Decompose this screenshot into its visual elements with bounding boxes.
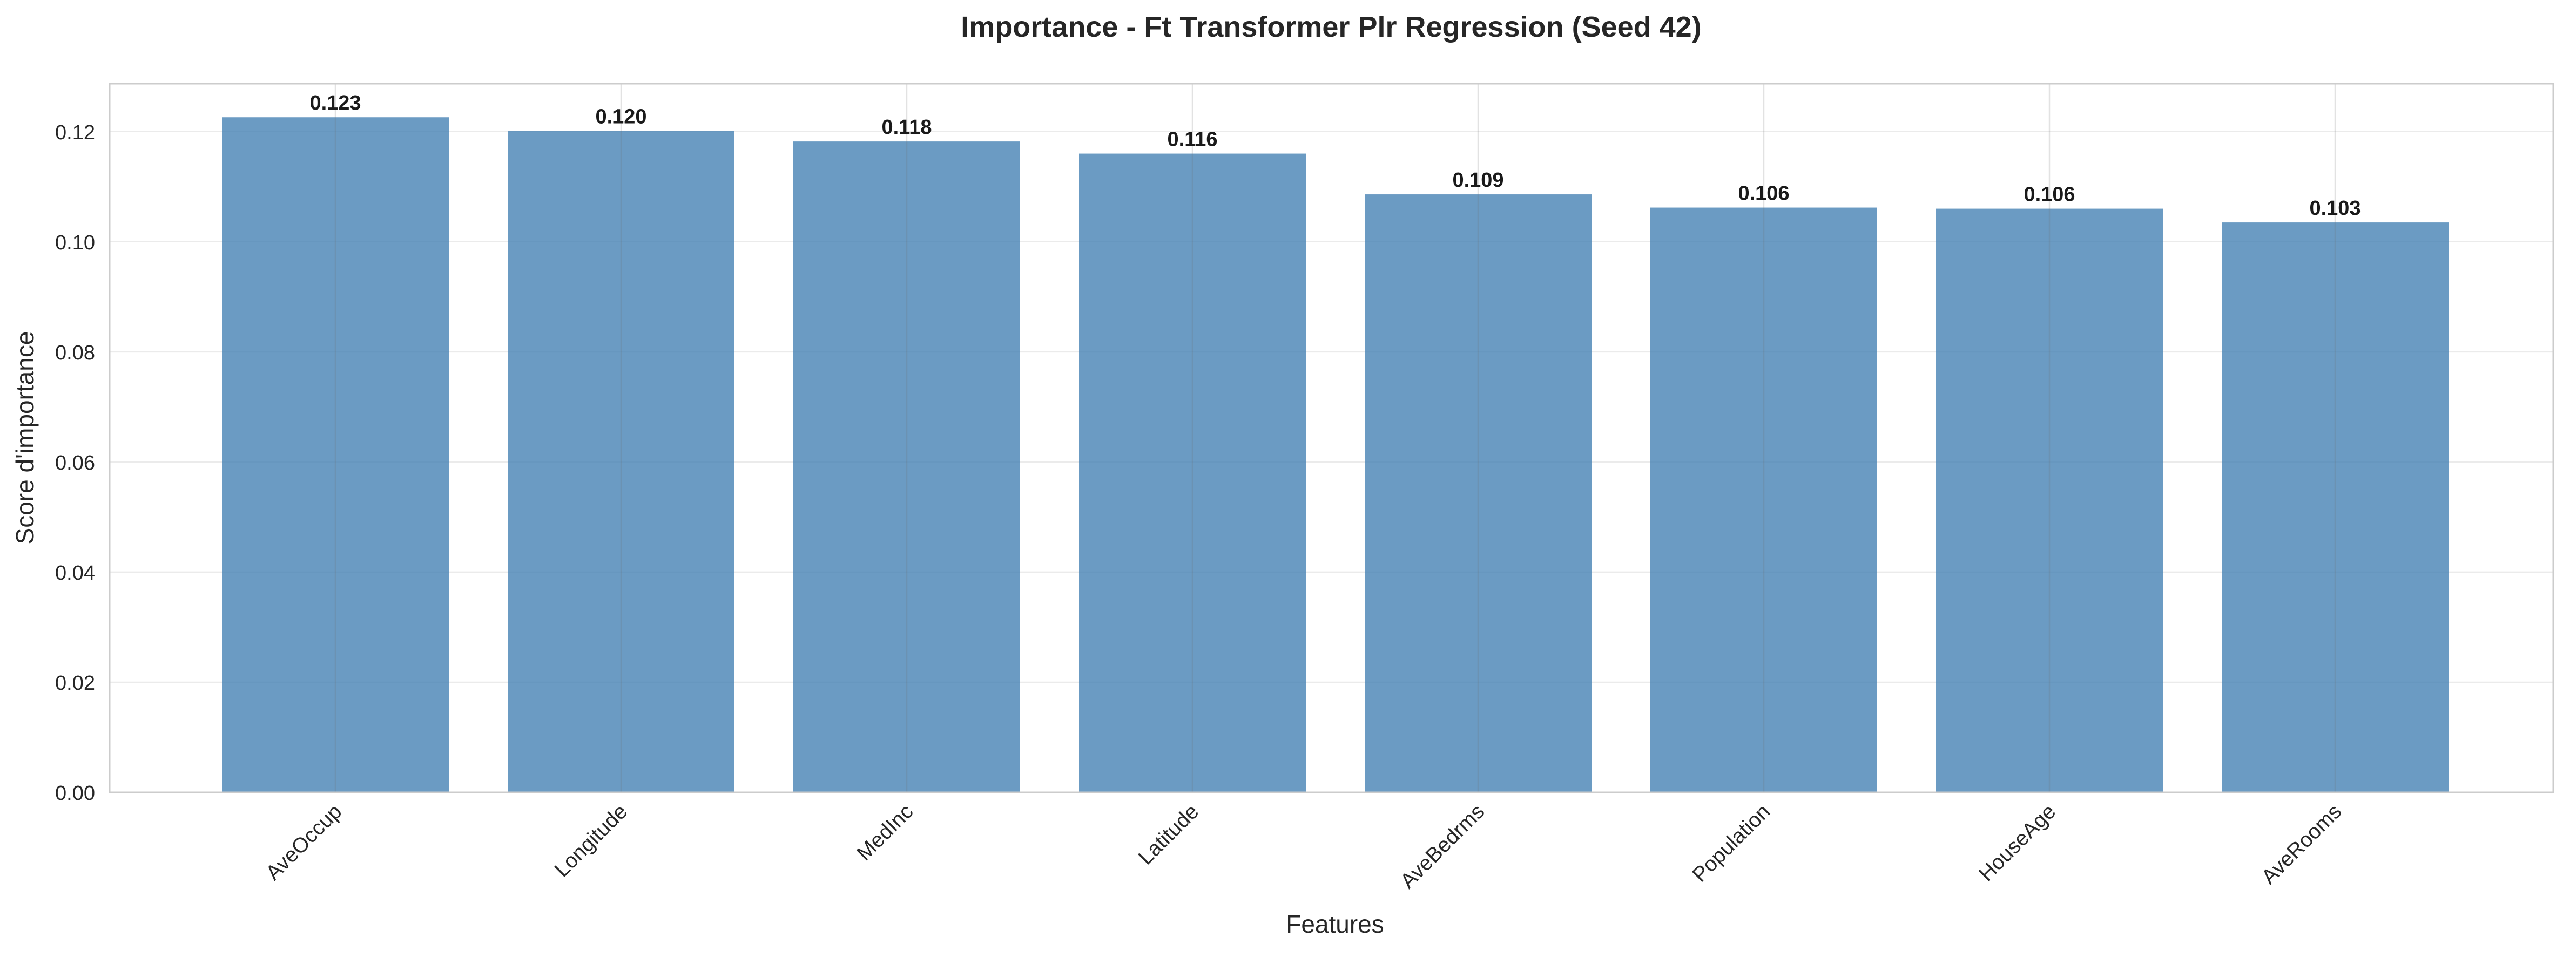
y-tick-label: 0.10 [55,232,95,254]
bar-latitude [1079,153,1306,792]
bar-value-label: 0.109 [1452,169,1503,192]
bar-value-label: 0.120 [595,106,646,128]
vertical-grid-layer [334,84,2336,792]
bar-aveoccup [222,117,449,793]
y-tick-label: 0.04 [55,562,95,585]
y-tick-label: 0.06 [55,452,95,474]
bar-avebedrms [1365,194,1592,793]
bar-value-label: 0.106 [2024,184,2075,206]
y-tick-label: 0.08 [55,342,95,364]
bar-value-label: 0.103 [2309,197,2361,220]
value-labels: 0.123 0.120 0.118 0.116 0.109 0.106 0.106 0.103 [309,92,2361,220]
bar-medinc [793,141,1020,792]
bar-averooms [2222,222,2449,792]
bar-value-label: 0.116 [1168,128,1218,151]
bar-houseage [1936,208,2163,793]
bar-layer [222,117,2449,793]
bar-value-label: 0.106 [1738,182,1789,205]
plot-area-frame [109,83,2554,793]
x-axis-label: Features [1286,910,1384,938]
bar-population [1650,207,1877,793]
y-axis-ticks: 0.00 0.02 0.04 0.06 0.08 0.10 0.12 [55,121,95,805]
y-tick-label: 0.12 [55,121,95,144]
y-tick-label: 0.02 [55,672,95,695]
bar-value-label: 0.123 [309,92,361,114]
y-tick-label: 0.00 [55,782,95,805]
bar-value-label: 0.118 [882,116,932,139]
chart-title: Importance - Ft Transformer Plr Regressi… [961,11,1701,43]
bar-longitude [508,131,734,792]
y-axis-label: Score d'importance [11,331,39,545]
